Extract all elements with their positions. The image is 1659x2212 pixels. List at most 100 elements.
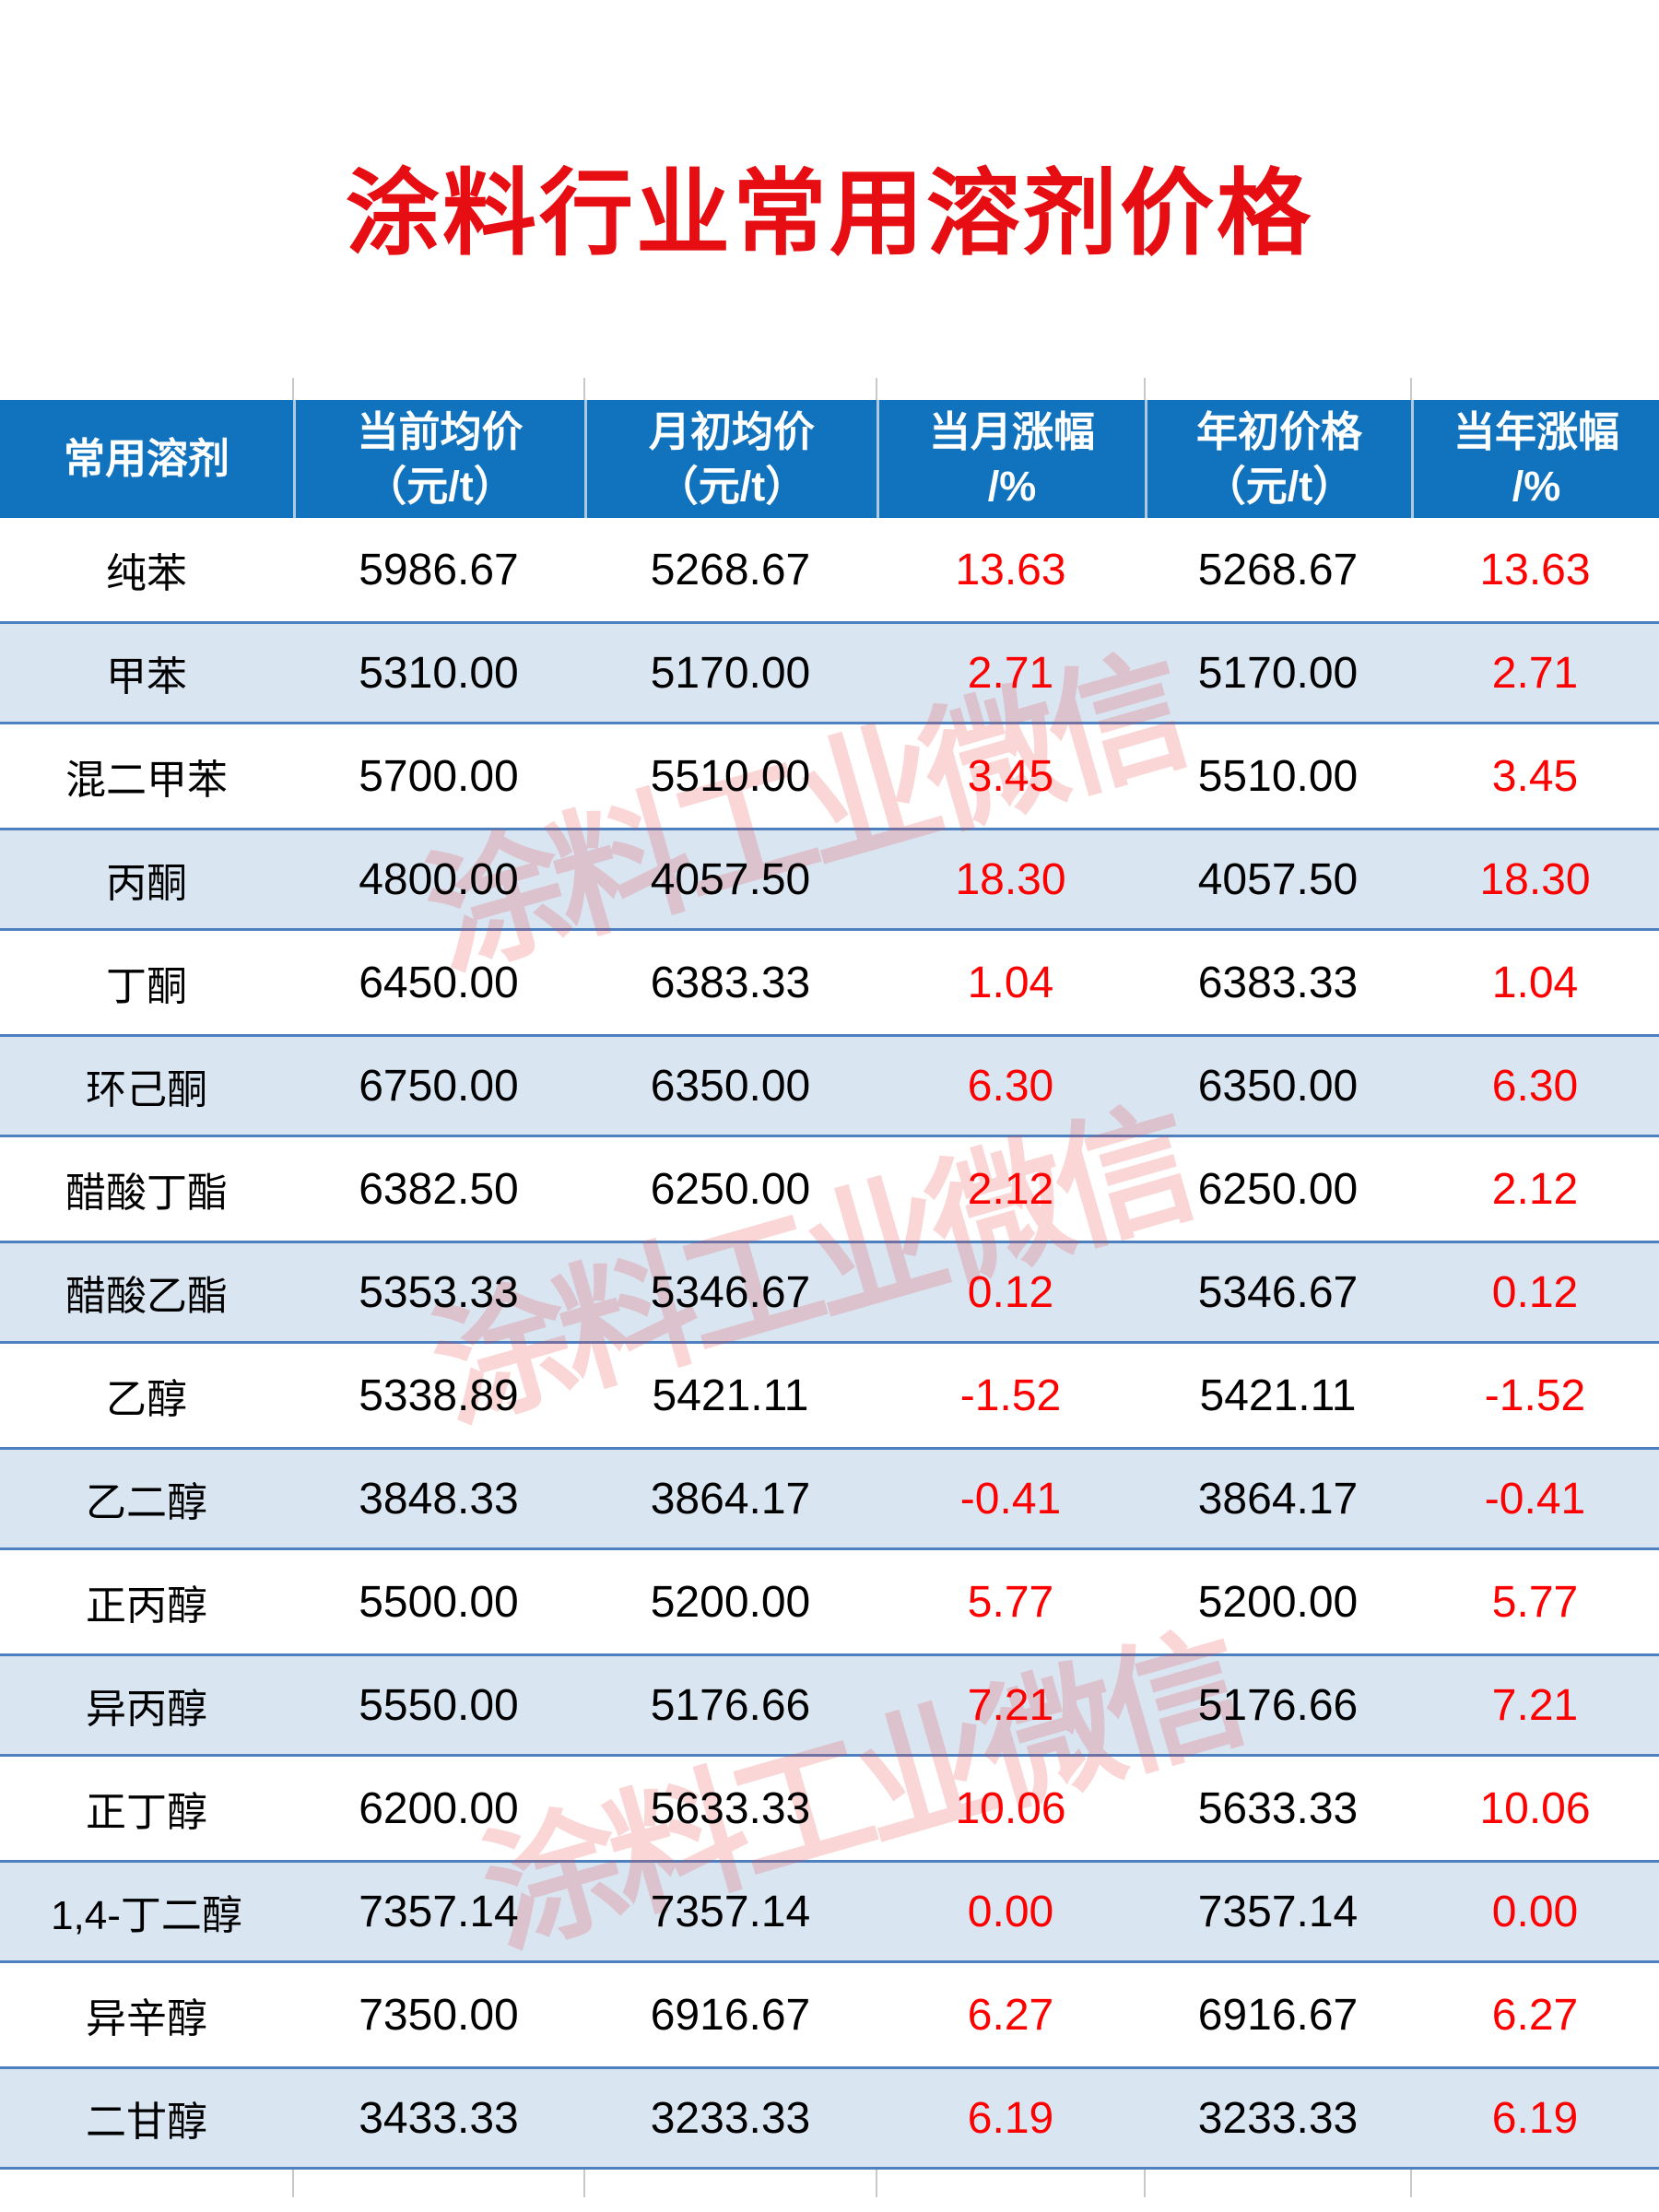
cell-year-start-price: 5421.11: [1199, 1371, 1357, 1420]
cell-month-change-pct: 0.12: [967, 1267, 1054, 1317]
cell-current-avg-price: 6200.00: [359, 1783, 519, 1833]
column-divider-line: [1410, 2170, 1412, 2197]
cell-year-start-price: 6916.67: [1197, 1990, 1359, 2040]
cell-month-start-avg-price: 5510.00: [650, 751, 811, 801]
cell-solvent-name: 环己酮: [86, 1067, 207, 1112]
header-cell-month-change: 当月涨幅 /%: [877, 400, 1145, 518]
table-row: 正丙醇 5500.00 5200.00 5.77 5200.00 5.77: [0, 1550, 1659, 1653]
header-label: 当月涨幅: [928, 407, 1095, 455]
header-cell-year-change: 当年涨幅 /%: [1411, 400, 1659, 518]
page-title: 涂料行业常用溶剂价格: [346, 161, 1313, 266]
cell-month-change-pct: 0.00: [967, 1887, 1054, 1936]
cell-solvent-name: 异丙醇: [86, 1687, 207, 1732]
cell-month-change-pct: 2.12: [967, 1164, 1054, 1214]
cell-solvent-name: 醋酸乙酯: [65, 1274, 228, 1319]
cell-month-change-pct: 6.30: [967, 1061, 1054, 1111]
cell-month-start-avg-price: 5170.00: [650, 648, 811, 698]
cell-year-change-pct: 10.06: [1479, 1783, 1591, 1833]
cell-year-start-price: 5346.67: [1197, 1267, 1359, 1317]
cell-year-start-price: 5176.66: [1197, 1680, 1359, 1730]
cell-month-start-avg-price: 7357.14: [650, 1887, 811, 1936]
cell-year-start-price: 5268.67: [1197, 545, 1359, 594]
header-unit: （元/t）: [1204, 463, 1355, 510]
cell-year-start-price: 6350.00: [1197, 1061, 1359, 1111]
cell-current-avg-price: 7357.14: [359, 1887, 519, 1936]
header-unit: /%: [987, 463, 1037, 510]
cell-current-avg-price: 7350.00: [359, 1990, 519, 2040]
cell-solvent-name: 乙二醇: [86, 1480, 207, 1525]
cell-month-start-avg-price: 6916.67: [650, 1990, 811, 2040]
cell-year-start-price: 5510.00: [1197, 751, 1359, 801]
cell-month-change-pct: 2.71: [967, 648, 1054, 698]
cell-year-change-pct: 0.12: [1491, 1267, 1579, 1317]
cell-month-start-avg-price: 3233.33: [650, 2093, 811, 2143]
table-row: 甲苯 5310.00 5170.00 2.71 5170.00 2.71: [0, 621, 1659, 724]
cell-month-change-pct: -1.52: [959, 1371, 1062, 1420]
cell-month-change-pct: 13.63: [955, 545, 1066, 594]
header-label: 当前均价: [357, 407, 524, 455]
table-row: 乙醇 5338.89 5421.11 -1.52 5421.11 -1.52: [0, 1344, 1659, 1447]
cell-current-avg-price: 5310.00: [359, 648, 519, 698]
column-divider-line: [292, 2170, 294, 2197]
cell-current-avg-price: 5700.00: [359, 751, 519, 801]
table-body: 纯苯 5986.67 5268.67 13.63 5268.67 13.63 甲…: [0, 518, 1659, 2170]
cell-solvent-name: 丁酮: [106, 964, 187, 1009]
header-label: 当年涨幅: [1453, 407, 1619, 455]
cell-year-change-pct: -0.41: [1484, 1474, 1586, 1524]
header-unit: /%: [1512, 463, 1561, 510]
cell-year-change-pct: 7.21: [1491, 1680, 1579, 1730]
table-row: 丁酮 6450.00 6383.33 1.04 6383.33 1.04: [0, 931, 1659, 1034]
cell-month-change-pct: 5.77: [967, 1577, 1054, 1627]
column-divider-line: [292, 378, 294, 400]
table-row: 丙酮 4800.00 4057.50 18.30 4057.50 18.30: [0, 828, 1659, 931]
cell-solvent-name: 1,4-丁二醇: [51, 1893, 242, 1938]
cell-year-change-pct: 2.12: [1491, 1164, 1579, 1214]
cell-year-start-price: 6383.33: [1197, 958, 1359, 1007]
cell-solvent-name: 甲苯: [106, 654, 187, 700]
header-label: 年初价格: [1195, 407, 1362, 455]
cell-current-avg-price: 6450.00: [359, 958, 519, 1007]
column-divider-line: [583, 378, 585, 400]
cell-month-start-avg-price: 5633.33: [650, 1783, 811, 1833]
table-row: 异丙醇 5550.00 5176.66 7.21 5176.66 7.21: [0, 1653, 1659, 1757]
column-divider-line: [1410, 378, 1412, 400]
cell-year-start-price: 5170.00: [1197, 648, 1359, 698]
cell-current-avg-price: 5338.89: [359, 1371, 519, 1420]
grid-strip-bottom: [0, 2170, 1659, 2197]
table-row: 1,4-丁二醇 7357.14 7357.14 0.00 7357.14 0.0…: [0, 1860, 1659, 1963]
cell-month-start-avg-price: 5176.66: [650, 1680, 811, 1730]
cell-year-change-pct: 1.04: [1491, 958, 1579, 1007]
table-row: 醋酸丁酯 6382.50 6250.00 2.12 6250.00 2.12: [0, 1137, 1659, 1241]
cell-month-start-avg-price: 5421.11: [652, 1371, 809, 1420]
cell-year-change-pct: -1.52: [1484, 1371, 1586, 1420]
cell-month-start-avg-price: 6350.00: [650, 1061, 811, 1111]
cell-current-avg-price: 5500.00: [359, 1577, 519, 1627]
header-cell-year-start-price: 年初价格 （元/t）: [1145, 400, 1411, 518]
cell-current-avg-price: 5986.67: [359, 545, 519, 594]
header-cell-solvent: 常用溶剂: [0, 400, 293, 518]
header-unit: （元/t）: [656, 463, 807, 510]
cell-month-start-avg-price: 4057.50: [650, 854, 811, 904]
cell-year-start-price: 5200.00: [1197, 1577, 1359, 1627]
cell-year-change-pct: 0.00: [1491, 1887, 1579, 1936]
grid-strip-top: [0, 378, 1659, 400]
cell-year-start-price: 6250.00: [1197, 1164, 1359, 1214]
table-header-row: 常用溶剂 当前均价 （元/t） 月初均价 （元/t） 当月涨幅 /% 年初价格 （元/t…: [0, 400, 1659, 518]
cell-current-avg-price: 6382.50: [359, 1164, 519, 1214]
cell-solvent-name: 混二甲苯: [65, 758, 228, 803]
cell-solvent-name: 纯苯: [106, 551, 187, 596]
header-unit: （元/t）: [365, 463, 515, 510]
cell-solvent-name: 异辛醇: [86, 1996, 207, 2041]
cell-month-start-avg-price: 3864.17: [650, 1474, 811, 1524]
cell-year-change-pct: 13.63: [1479, 545, 1591, 594]
table-row: 环己酮 6750.00 6350.00 6.30 6350.00 6.30: [0, 1034, 1659, 1137]
table-row: 混二甲苯 5700.00 5510.00 3.45 5510.00 3.45: [0, 724, 1659, 828]
cell-current-avg-price: 3848.33: [359, 1474, 519, 1524]
cell-solvent-name: 醋酸丁酯: [65, 1171, 228, 1216]
table-row: 异辛醇 7350.00 6916.67 6.27 6916.67 6.27: [0, 1963, 1659, 2066]
cell-month-change-pct: -0.41: [959, 1474, 1062, 1524]
solvent-price-table: 常用溶剂 当前均价 （元/t） 月初均价 （元/t） 当月涨幅 /% 年初价格 （元/t…: [0, 378, 1659, 2197]
cell-solvent-name: 正丁醇: [86, 1790, 207, 1835]
cell-year-change-pct: 5.77: [1491, 1577, 1579, 1627]
cell-year-start-price: 5633.33: [1197, 1783, 1359, 1833]
